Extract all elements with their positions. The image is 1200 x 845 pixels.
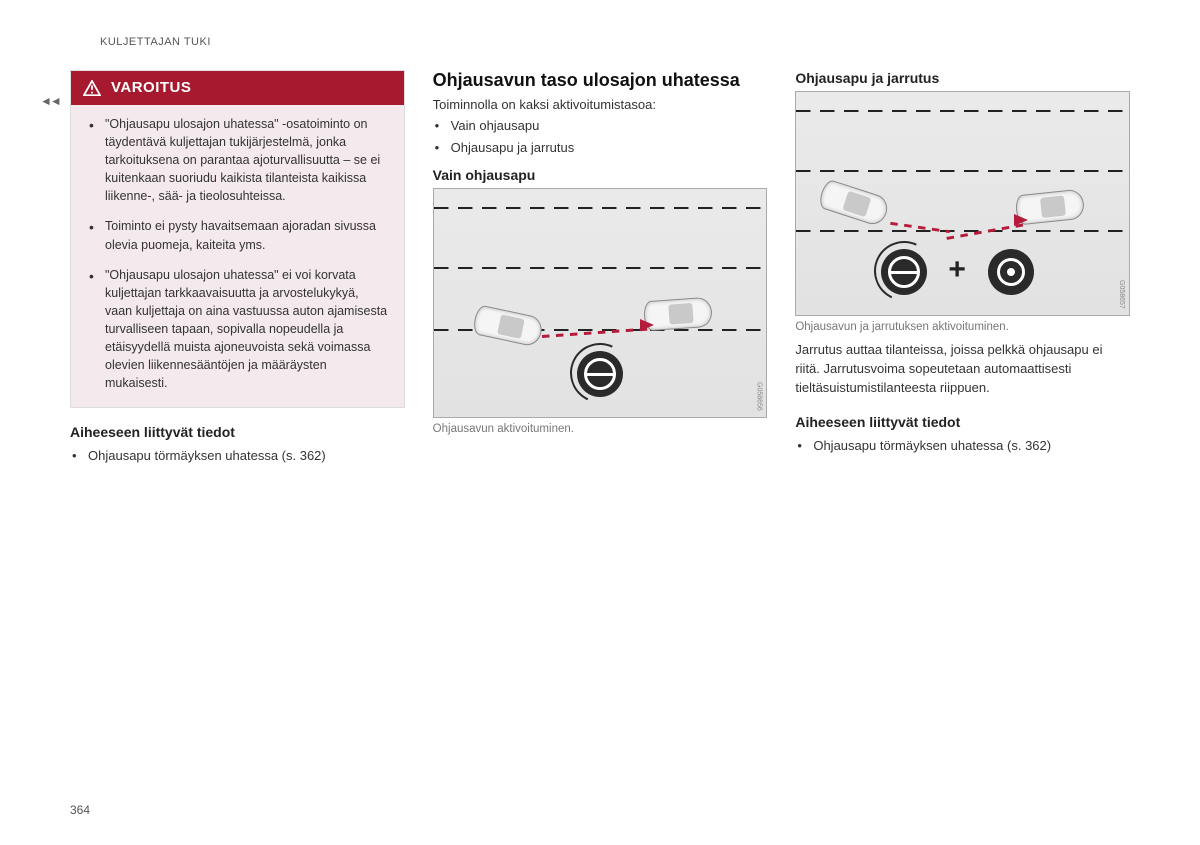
body-paragraph: Jarrutus auttaa tilanteissa, joissa pelk…	[795, 341, 1130, 398]
page-number: 364	[70, 803, 90, 817]
related-list: Ohjausapu törmäyksen uhatessa (s. 362)	[70, 446, 405, 466]
warning-item: Toiminto ei pysty havaitsemaan ajoradan …	[87, 217, 388, 253]
arrow-icon	[634, 315, 654, 335]
warning-item: "Ohjausapu ulosajon uhatessa" -osatoimin…	[87, 115, 388, 206]
column-middle: Ohjausavun taso ulosajon uhatessa Toimin…	[433, 70, 768, 467]
level-item: Ohjausapu ja jarrutus	[433, 138, 768, 158]
arrow-icon	[1008, 210, 1028, 230]
warning-item: "Ohjausapu ulosajon uhatessa" ei voi kor…	[87, 266, 388, 393]
related-item: Ohjausapu törmäyksen uhatessa (s. 362)	[70, 446, 405, 466]
warning-header: VAROITUS	[71, 71, 404, 105]
related-list: Ohjausapu törmäyksen uhatessa (s. 362)	[795, 436, 1130, 456]
brake-disc-icon	[988, 249, 1034, 295]
figure-caption: Ohjausavun aktivoituminen.	[433, 423, 768, 435]
figure-caption: Ohjausavun ja jarrutuksen aktivoituminen…	[795, 321, 1130, 333]
figure-heading: Ohjausapu ja jarrutus	[795, 70, 1130, 86]
figure-steering-only: G058656	[433, 188, 768, 418]
level-item: Vain ohjausapu	[433, 116, 768, 136]
plus-icon: +	[948, 253, 966, 287]
warning-icon	[83, 80, 101, 96]
column-right: Ohjausapu ja jarrutus + G058657 Ohjausav…	[795, 70, 1130, 467]
continuation-marker: ◄◄	[40, 94, 60, 108]
section-header: KULJETTAJAN TUKI	[100, 36, 1130, 48]
car-icon	[817, 178, 891, 228]
intro-text: Toiminnolla on kaksi aktivoitumistasoa:	[433, 97, 768, 112]
article-title: Ohjausavun taso ulosajon uhatessa	[433, 70, 768, 91]
warning-body: "Ohjausapu ulosajon uhatessa" -osatoimin…	[71, 105, 404, 407]
content-columns: VAROITUS "Ohjausapu ulosajon uhatessa" -…	[70, 70, 1130, 467]
related-item: Ohjausapu törmäyksen uhatessa (s. 362)	[795, 436, 1130, 456]
column-left: VAROITUS "Ohjausapu ulosajon uhatessa" -…	[70, 70, 405, 467]
steering-wheel-icon	[577, 351, 623, 397]
image-code: G058656	[755, 382, 762, 411]
related-heading: Aiheeseen liittyvät tiedot	[70, 424, 405, 440]
warning-title: VAROITUS	[111, 77, 191, 99]
image-code: G058657	[1118, 280, 1125, 309]
warning-box: VAROITUS "Ohjausapu ulosajon uhatessa" -…	[70, 70, 405, 408]
car-icon	[471, 304, 544, 347]
levels-list: Vain ohjausapu Ohjausapu ja jarrutus	[433, 116, 768, 157]
figure-heading: Vain ohjausapu	[433, 167, 768, 183]
related-heading: Aiheeseen liittyvät tiedot	[795, 414, 1130, 430]
figure-steering-braking: + G058657	[795, 91, 1130, 316]
